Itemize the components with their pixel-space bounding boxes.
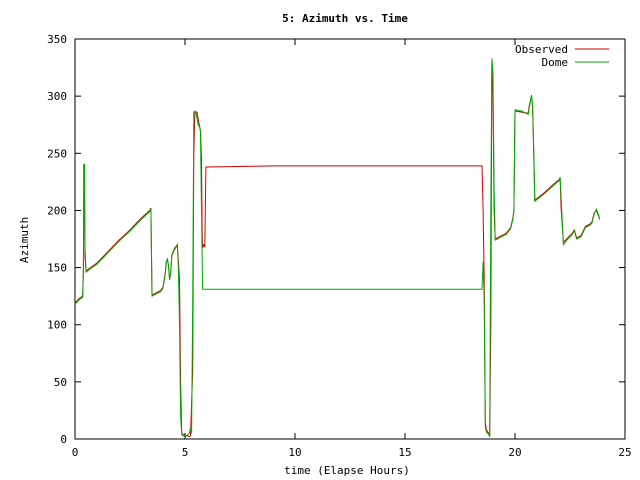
y-tick-label: 200 <box>47 204 67 217</box>
x-tick-label: 20 <box>508 446 521 459</box>
plot-frame <box>74 38 626 440</box>
chart-title: 5: Azimuth vs. Time <box>282 12 408 25</box>
y-tick-label: 50 <box>54 376 67 389</box>
series-line-dome <box>74 58 601 438</box>
series-line-observed <box>74 61 601 438</box>
x-axis-label: time (Elapse Hours) <box>284 464 410 477</box>
y-tick-label: 350 <box>47 33 67 46</box>
series-lines <box>74 58 601 438</box>
y-tick-label: 150 <box>47 262 67 275</box>
x-tick-label: 0 <box>72 446 79 459</box>
y-tick-label: 250 <box>47 147 67 160</box>
x-tick-label: 25 <box>618 446 631 459</box>
y-axis-label: Azimuth <box>18 217 31 263</box>
legend-label-observed: Observed <box>515 43 568 56</box>
x-axis: 0 5 10 15 20 25 <box>72 39 632 459</box>
y-tick-label: 100 <box>47 319 67 332</box>
y-axis: 0 50 100 150 200 250 300 350 <box>47 33 625 446</box>
y-tick-label: 300 <box>47 90 67 103</box>
y-tick-label: 0 <box>60 433 67 446</box>
x-tick-label: 15 <box>398 446 411 459</box>
x-tick-label: 10 <box>288 446 301 459</box>
legend-label-dome: Dome <box>542 56 569 69</box>
x-tick-label: 5 <box>182 446 189 459</box>
